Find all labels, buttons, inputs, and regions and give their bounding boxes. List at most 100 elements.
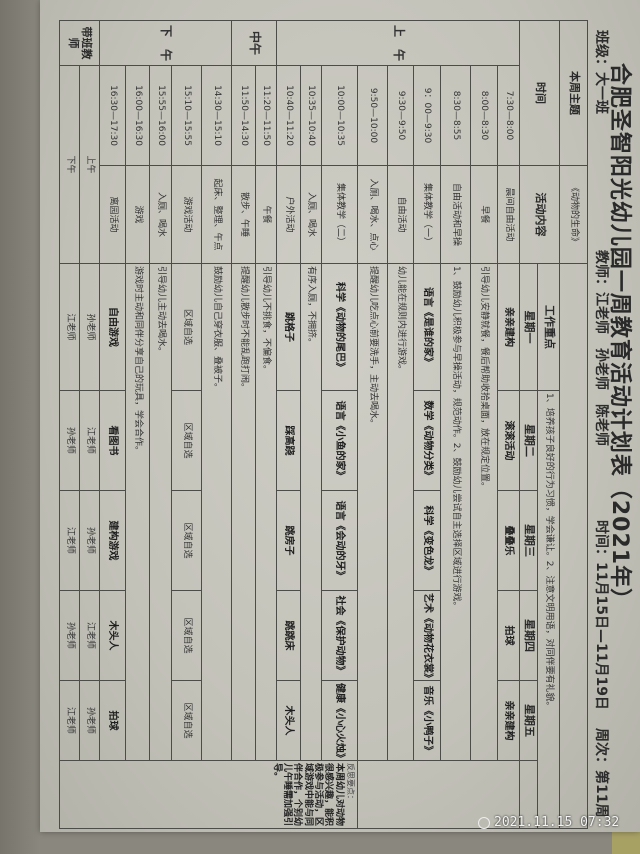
day-cell: 滚滚活动 [497,390,520,491]
section-noon: 中午 [231,20,277,66]
time-cell: 9:50—10:00 [357,65,388,166]
activity-span-cell: 引导幼儿不挑食，不偏食。 [255,263,277,761]
time-cell: 15:55—16:00 [149,65,172,166]
week-label: 周次：第11周 [593,728,609,818]
section-teacher: 带班教师 [59,20,100,66]
theme-blank [559,263,588,829]
camera-timestamp: 2021.11.15 07:32 [478,815,619,830]
time-cell: 10:35—10:40 [300,65,322,166]
reflection-text: 本周幼儿对动物很感兴趣，能积极参与活动，区域游戏中能与同伴合作，个别幼儿午睡需加… [271,763,344,827]
activity-cell: 午餐 [255,165,277,264]
day-cell: 跳格子 [276,263,301,391]
schedule-table: 本周主题 《动物的生命》 时间 活动内容 工作重点 1、培养孩子良好的行为习惯，学会谦让。… [59,20,588,829]
table-row: 11:50—14:30 散步、午睡 提醒幼儿散步时不能乱跑打闹。 [231,21,256,829]
activity-cell: 入厕、喝水 [149,165,172,264]
day-cell: 亲亲建构 [497,263,520,391]
table-row: 8:00—8:30 早餐 引导幼儿安静就餐，餐后帮助收拾桌面，放在规定位置。 [470,21,498,829]
day-cell: 跳房子 [276,490,301,591]
day-cell: 江老师 [79,590,100,681]
activity-cell: 起床、整理、午点 [201,165,232,264]
table-row: 8:30—8:55 自由活动和早操 1、鼓励幼儿积极参与早操活动，规范动作。2、鼓励… [440,21,471,829]
day-cell: 区域自选 [171,490,202,591]
table-row: 下午 江老师 孙老师 江老师 孙老师 江老师 [59,21,80,829]
day-cell: 健康《小心火烛》 [321,680,358,761]
activity-cell: 入厕、喝水、点心 [357,165,388,264]
theme-label: 本周主题 [559,20,588,166]
activity-span-cell: 有序入厕，不拥挤。 [300,263,322,761]
table-row: 时间 活动内容 工作重点 1、培养孩子良好的行为习惯，学会谦让。2、注意文明用语，对同… [519,20,560,829]
time-cell: 10:40—11:20 [276,65,301,166]
table-row: 本周主题 《动物的生命》 [559,20,588,829]
teachers-label: 教师：江老师 孙老师 陈老师 [593,250,609,446]
activity-cell: 入厕、喝水 [300,165,322,264]
day-cell: 看图书 [99,390,126,491]
activity-cell: 集体教学（一） [413,165,441,264]
table-row: 15:10—15:55 游戏活动 区域自选 区域自选 区域自选 区域自选 区域自选 [171,21,202,829]
table-row: 9：00—9:30 集体教学（一） 语言《是谁的家》 数学《动物分类》 科学《变色龙》艺… [413,21,441,829]
activity-cell: 户外活动 [276,165,301,264]
time-cell: 10:00—10:35 [321,65,358,166]
activity-header: 活动内容 [519,165,560,264]
day-cell: 踩高跷 [276,390,301,491]
day-cell: 科学《变色龙》 [413,490,441,591]
table-row: 15:55—16:00 入厕、喝水 引导幼儿主动去喝水。 [149,21,172,829]
camera-icon [478,816,490,829]
focus-text: 1、培养孩子良好的行为习惯，学会谦让。2、注意文明用语，对同伴要有礼貌。 [537,390,560,829]
day-cell: 木头人 [99,590,126,681]
day-cell: 艺术《动物花衣裳》 [413,590,441,681]
time-cell: 11:50—14:30 [231,65,256,166]
time-cell: 15:10—15:55 [171,65,202,166]
time-cell: 16:30—17:30 [99,65,126,166]
reflection-label: 反思要点： [346,763,355,803]
paper-sheet: 合肥圣智阳光幼儿园一周教育活动计划表（2021年） 班级：大一班 教师：江老师 … [40,0,640,832]
table-row: 9:50—10:00 入厕、喝水、点心 提醒幼儿吃点心前要洗手，主动去喝水。 [357,21,388,829]
table-row: 下 午 14:30—15:10 起床、整理、午点 鼓励幼儿自己穿衣服、叠被子。 [99,20,232,829]
day-cell: 孙老师 [59,590,80,681]
day-header: 星期四 [519,590,538,681]
activity-cell: 游戏活动 [171,165,202,264]
time-header: 时间 [519,20,560,166]
day-cell: 区域自选 [171,680,202,761]
day-cell: 区域自选 [171,590,202,681]
reflection-cell: 反思要点： 本周幼儿对动物很感兴趣，能积极参与活动，区域游戏中能与同伴合作，个别幼… [59,760,358,829]
time-cell: 8:30—8:55 [440,65,471,166]
table-row: 16:30—17:30 离园活动 自由游戏 看图书 建构游戏 木头人 拍球 [99,21,126,829]
time-cell: 9:30—9:50 [387,65,414,166]
section-afternoon: 下 午 [99,20,232,66]
day-cell: 叠叠乐 [497,490,520,591]
activity-cell: 游戏 [125,165,150,264]
time-cell: 11:20—11:50 [255,65,277,166]
day-cell: 孙老师 [79,490,100,591]
activity-span-cell: 引导幼儿主动去喝水。 [149,263,172,761]
day-cell: 拍球 [497,590,520,681]
day-cell: 区域自选 [171,263,202,391]
timestamp-text: 2021.11.15 07:32 [494,815,620,830]
time-cell: 16:00—16:30 [125,65,150,166]
time-cell: 8:00—8:30 [470,65,498,166]
activity-span-cell: 鼓励幼儿自己穿衣服、叠被子。 [201,263,232,761]
activity-span-cell: 提醒幼儿散步时不能乱跑打闹。 [231,263,256,761]
activity-cell: 集体教学（二） [321,165,358,264]
day-cell: 孙老师 [79,263,100,391]
day-cell: 跳跳床 [276,590,301,681]
day-cell: 建构游戏 [99,490,126,591]
day-cell: 孙老师 [79,680,100,761]
table-row: 带班教师 上午 孙老师 江老师 孙老师 江老师 孙老师 [59,20,100,829]
time-cell: 14:30—15:10 [201,65,232,166]
day-cell: 江老师 [59,680,80,761]
activity-cell: 晨间自由活动 [497,165,520,264]
table-row: 上 午 7:30—8:00 晨间自由活动 亲亲建构 滚滚活动 叠叠乐 拍球 亲亲建构 [276,20,520,829]
table-row: 10:40—11:20 户外活动 跳格子 踩高跷 跳房子 跳跳床 木头人 [276,21,301,829]
day-cell: 科学《动物的尾巴》 [321,263,358,391]
day-header: 星期二 [519,390,538,491]
table-row: 10:35—10:40 入厕、喝水 有序入厕，不拥挤。 [300,21,322,829]
day-cell: 江老师 [79,390,100,491]
time-cell: 7:30—8:00 [497,65,520,166]
day-cell: 江老师 [59,263,80,391]
focus-label: 工作重点 [537,263,560,391]
day-cell: 区域自选 [171,390,202,491]
day-header: 星期一 [519,263,538,391]
table-row: 16:00—16:30 游戏 游戏时主动和同伴分享自己的玩具，学会合作。 [125,21,150,829]
activity-cell: 离园活动 [99,165,126,264]
